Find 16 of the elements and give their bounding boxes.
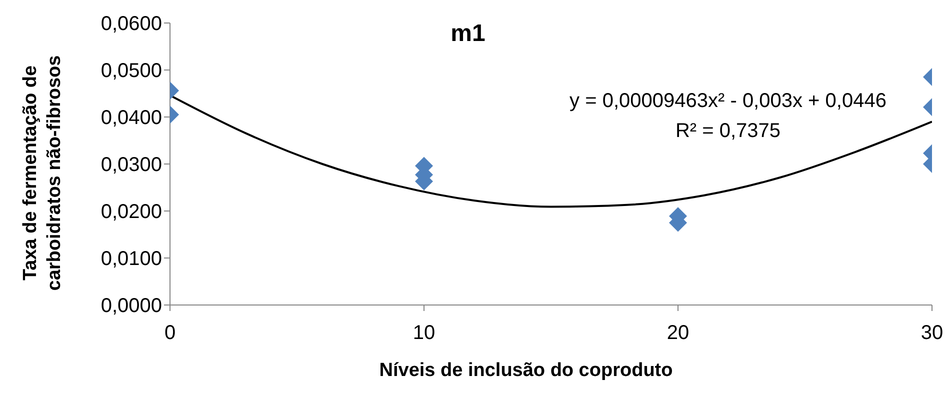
y-tick-label: 0,0300 <box>100 154 162 176</box>
y-tick-label: 0,0600 <box>100 13 162 36</box>
x-axis-title: Níveis de inclusão do coproduto <box>378 360 674 382</box>
x-tick-label: 10 <box>412 322 436 344</box>
annotation: y = 0,00009463x² - 0,003x + 0,0446 <box>568 89 888 114</box>
y-tick-label: 0,0200 <box>100 201 162 224</box>
y-tick-label: 0,0000 <box>100 295 162 318</box>
y-tick-label: 0,0100 <box>100 248 162 270</box>
x-tick-label: 20 <box>666 322 690 344</box>
annotation: R² = 0,7375 <box>674 119 782 144</box>
y-tick-label: 0,0500 <box>100 60 162 82</box>
y-axis-title: Taxa de fermentação de carboidratos não-fibrosos <box>19 54 66 293</box>
y-tick-label: 0,0400 <box>100 107 162 130</box>
x-tick-label: 0 <box>164 322 176 344</box>
chart-title: m1 <box>450 20 486 48</box>
x-tick-label: 30 <box>920 322 944 344</box>
